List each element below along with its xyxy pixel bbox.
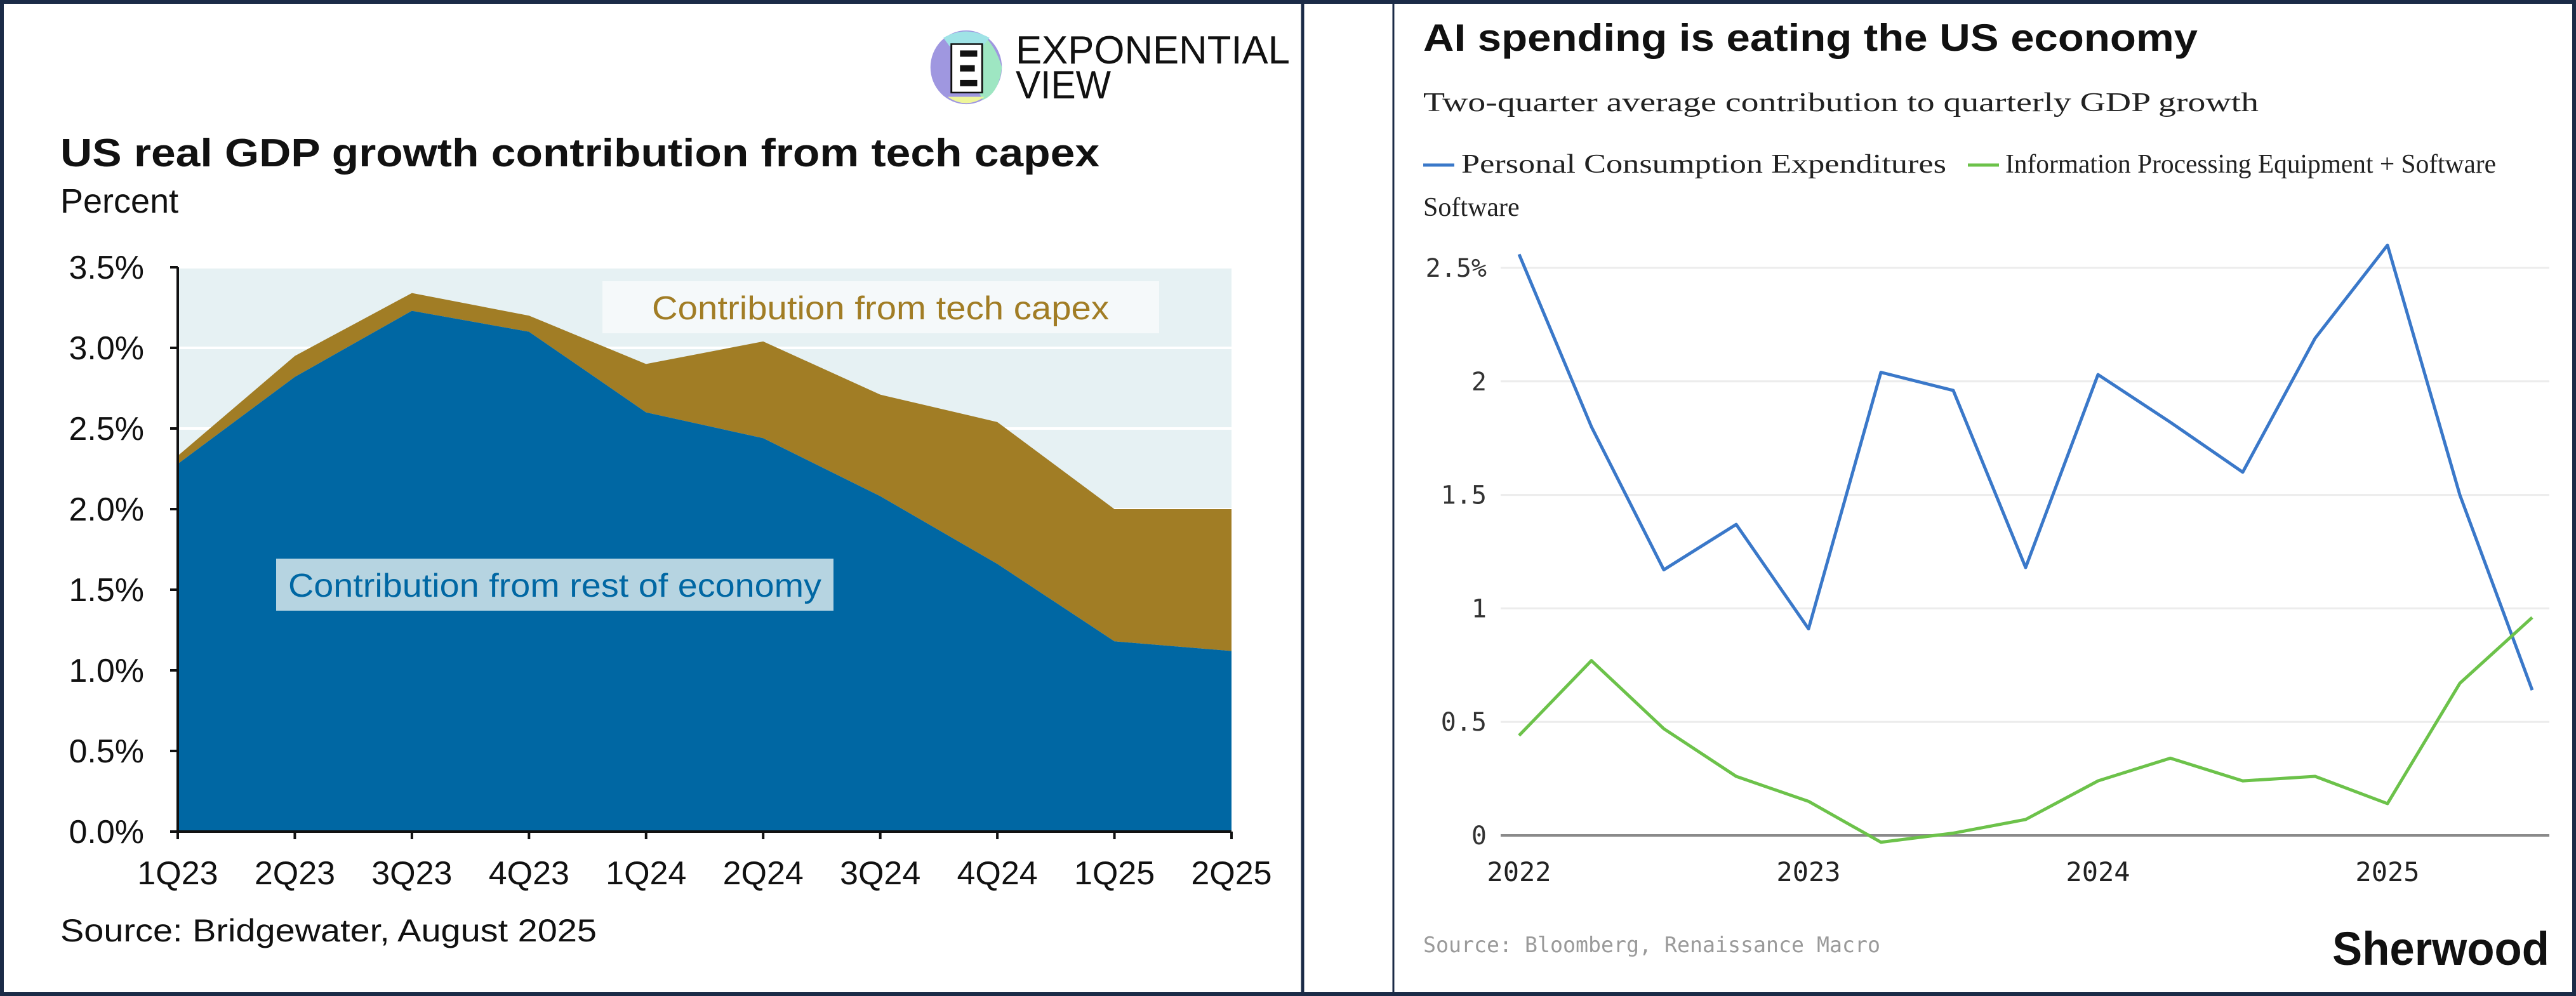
- y-tick-label: 0.5%: [69, 733, 144, 770]
- sherwood-logo: Sherwood: [2332, 922, 2549, 975]
- right-legend: Personal Consumption Expenditures Inform…: [1423, 150, 2496, 222]
- y-tick-label: 3.5%: [69, 249, 144, 286]
- y-tick-label: 3.0%: [69, 330, 144, 367]
- x-tick-label: 2023: [1776, 856, 1840, 887]
- logo-text-line1: EXPONENTIAL: [1016, 29, 1290, 72]
- left-chart-title: US real GDP growth contribution from tec…: [60, 131, 1100, 175]
- x-tick-label: 2Q24: [723, 855, 804, 892]
- right-chart-subtitle: Two-quarter average contribution to quar…: [1423, 88, 2259, 117]
- y-tick-label: 0.5: [1441, 708, 1487, 737]
- line-ipe: [1518, 616, 2533, 844]
- logo-text-line2: VIEW: [1016, 63, 1111, 107]
- legend-label-ipe: Information Processing Equipment + Softw…: [2005, 150, 2496, 179]
- right-source: Source: Bloomberg, Renaissance Macro: [1423, 933, 1880, 958]
- y-tick-label: 1.5: [1441, 481, 1487, 510]
- exponential-view-logo: EXPONENTIAL VIEW: [930, 29, 1290, 107]
- y-tick-label: 2: [1471, 368, 1487, 397]
- legend-label-pce: Personal Consumption Expenditures: [1461, 150, 1946, 179]
- y-tick-label: 1.5%: [69, 572, 144, 609]
- x-tick-label: 4Q23: [489, 855, 569, 892]
- legend-label-rest-of-economy: Contribution from rest of economy: [288, 568, 821, 604]
- legend-box-tech-capex: [602, 281, 1159, 333]
- x-tick-label: 3Q24: [840, 855, 920, 892]
- y-tick-label: 1: [1471, 594, 1487, 623]
- right-chart-title: AI spending is eating the US economy: [1423, 17, 2198, 59]
- x-tick-label: 1Q25: [1074, 855, 1155, 892]
- y-tick-label: 2.0%: [69, 491, 144, 528]
- y-tick-label: 2.5%: [69, 411, 144, 448]
- logo-emblem-icon: [930, 30, 1002, 105]
- x-tick-label: 2Q23: [255, 855, 335, 892]
- legend-box-rest-of-economy: [276, 559, 833, 611]
- left-chart-subtitle: Percent: [60, 182, 178, 220]
- x-tick-label: 4Q24: [957, 855, 1038, 892]
- y-tick-label: 0.0%: [69, 814, 144, 851]
- x-tick-label: 1Q24: [606, 855, 686, 892]
- y-tick-label: 1.0%: [69, 653, 144, 689]
- x-tick-label: 3Q23: [371, 855, 452, 892]
- legend-label-tech-capex: Contribution from tech capex: [652, 290, 1109, 327]
- legend-label-ipe-line2: Software: [1423, 193, 1520, 222]
- left-source: Source: Bridgewater, August 2025: [60, 913, 597, 948]
- y-tick-label: 2.5%: [1426, 254, 1487, 283]
- line-pce: [1517, 243, 2534, 691]
- x-tick-label: 2Q25: [1191, 855, 1271, 892]
- x-tick-label: 1Q23: [137, 855, 218, 892]
- x-tick-label: 2022: [1487, 856, 1551, 887]
- y-tick-label: 0: [1471, 821, 1487, 851]
- area-tech-capex: [178, 293, 1232, 651]
- x-tick-label: 2025: [2355, 856, 2419, 887]
- x-tick-label: 2024: [2066, 856, 2130, 887]
